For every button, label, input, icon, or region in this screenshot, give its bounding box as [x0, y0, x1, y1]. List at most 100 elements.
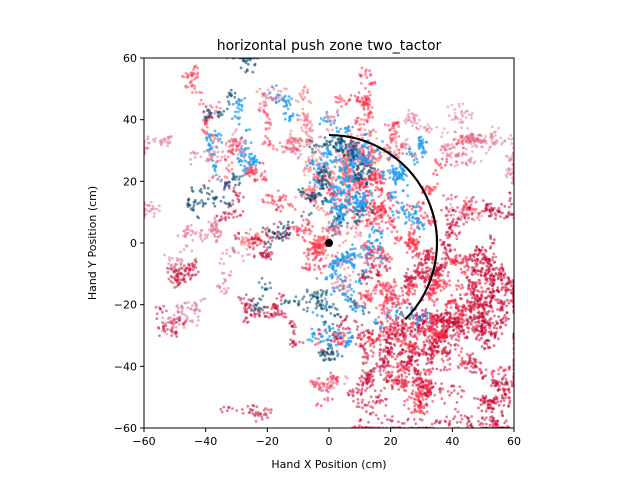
scatter-point — [333, 191, 337, 194]
scatter-point — [426, 356, 430, 360]
scatter-point — [452, 316, 455, 320]
scatter-point — [303, 85, 307, 89]
scatter-point — [434, 322, 438, 326]
scatter-point — [428, 316, 432, 320]
scatter-point — [382, 213, 385, 216]
scatter-point — [352, 399, 355, 403]
scatter-point — [368, 248, 371, 252]
scatter-point — [455, 303, 458, 307]
scatter-point — [385, 267, 389, 271]
scatter-point — [417, 397, 421, 401]
scatter-point — [363, 371, 367, 374]
scatter-point — [360, 374, 364, 378]
scatter-point — [357, 91, 361, 94]
scatter-point — [435, 173, 439, 177]
scatter-point — [287, 95, 291, 98]
scatter-point — [275, 203, 279, 207]
scatter-point — [358, 276, 362, 280]
scatter-point — [373, 251, 376, 255]
scatter-point — [359, 342, 362, 346]
scatter-point — [511, 279, 514, 282]
scatter-point — [344, 239, 347, 243]
scatter-point — [364, 289, 368, 293]
scatter-point — [370, 199, 374, 203]
scatter-point — [359, 338, 363, 341]
scatter-point — [429, 284, 433, 288]
scatter-point — [465, 422, 469, 426]
scatter-point — [390, 370, 394, 374]
scatter-point — [484, 249, 488, 253]
scatter-point — [432, 172, 435, 176]
scatter-point — [369, 253, 373, 257]
scatter-point — [509, 288, 512, 292]
scatter-point — [329, 123, 333, 127]
scatter-point — [397, 125, 400, 128]
scatter-point — [503, 204, 507, 208]
scatter-point — [448, 301, 452, 305]
scatter-point — [452, 384, 456, 388]
scatter-point — [440, 157, 444, 161]
scatter-point — [314, 146, 318, 150]
scatter-point — [418, 400, 422, 404]
scatter-point — [449, 306, 453, 309]
scatter-point — [362, 248, 366, 252]
scatter-point — [308, 263, 311, 266]
scatter-point — [435, 309, 439, 313]
scatter-point — [310, 160, 314, 164]
scatter-point — [499, 381, 503, 384]
scatter-point — [393, 301, 396, 305]
scatter-point — [344, 103, 348, 106]
scatter-point — [417, 378, 421, 382]
scatter-point — [411, 325, 415, 329]
scatter-point — [458, 312, 461, 316]
scatter-point — [487, 346, 490, 350]
scatter-point — [455, 142, 458, 146]
scatter-point — [364, 389, 367, 392]
scatter-point — [371, 329, 375, 333]
scatter-point — [317, 266, 321, 269]
scatter-point — [384, 256, 387, 259]
scatter-point — [374, 222, 378, 226]
scatter-point — [306, 219, 310, 223]
scatter-point — [406, 194, 410, 198]
scatter-point — [282, 112, 286, 116]
scatter-point — [411, 389, 415, 393]
scatter-point — [368, 69, 371, 73]
scatter-point — [447, 422, 451, 425]
scatter-point — [397, 337, 400, 341]
scatter-point — [425, 214, 429, 217]
scatter-point — [510, 384, 514, 388]
scatter-point — [441, 319, 445, 323]
scatter-point — [389, 328, 393, 331]
scatter-point — [430, 247, 434, 251]
scatter-point — [385, 418, 389, 422]
scatter-point — [367, 328, 370, 332]
scatter-point — [480, 286, 484, 289]
scatter-point — [334, 377, 338, 381]
scatter-point — [419, 371, 422, 374]
scatter-point — [245, 128, 249, 132]
scatter-point — [376, 417, 380, 421]
scatter-point — [379, 273, 383, 277]
scatter-point — [360, 73, 363, 77]
scatter-point — [459, 267, 463, 271]
scatter-point — [391, 378, 394, 382]
scatter-point — [415, 226, 419, 229]
scatter-point — [467, 136, 470, 140]
scatter-point — [480, 345, 484, 348]
scatter-point — [270, 194, 274, 198]
scatter-point — [342, 99, 346, 103]
scatter-point — [463, 319, 466, 323]
scatter-point — [457, 284, 461, 288]
scatter-point — [411, 255, 415, 259]
scatter-point — [460, 261, 464, 265]
scatter-point — [301, 129, 304, 133]
scatter-point — [357, 292, 361, 295]
scatter-point — [404, 389, 408, 393]
scatter-point — [322, 151, 326, 155]
scatter-point — [501, 269, 505, 273]
scatter-point — [443, 401, 446, 405]
scatter-point — [351, 388, 355, 392]
scatter-point — [479, 398, 483, 402]
scatter-point — [484, 290, 488, 293]
